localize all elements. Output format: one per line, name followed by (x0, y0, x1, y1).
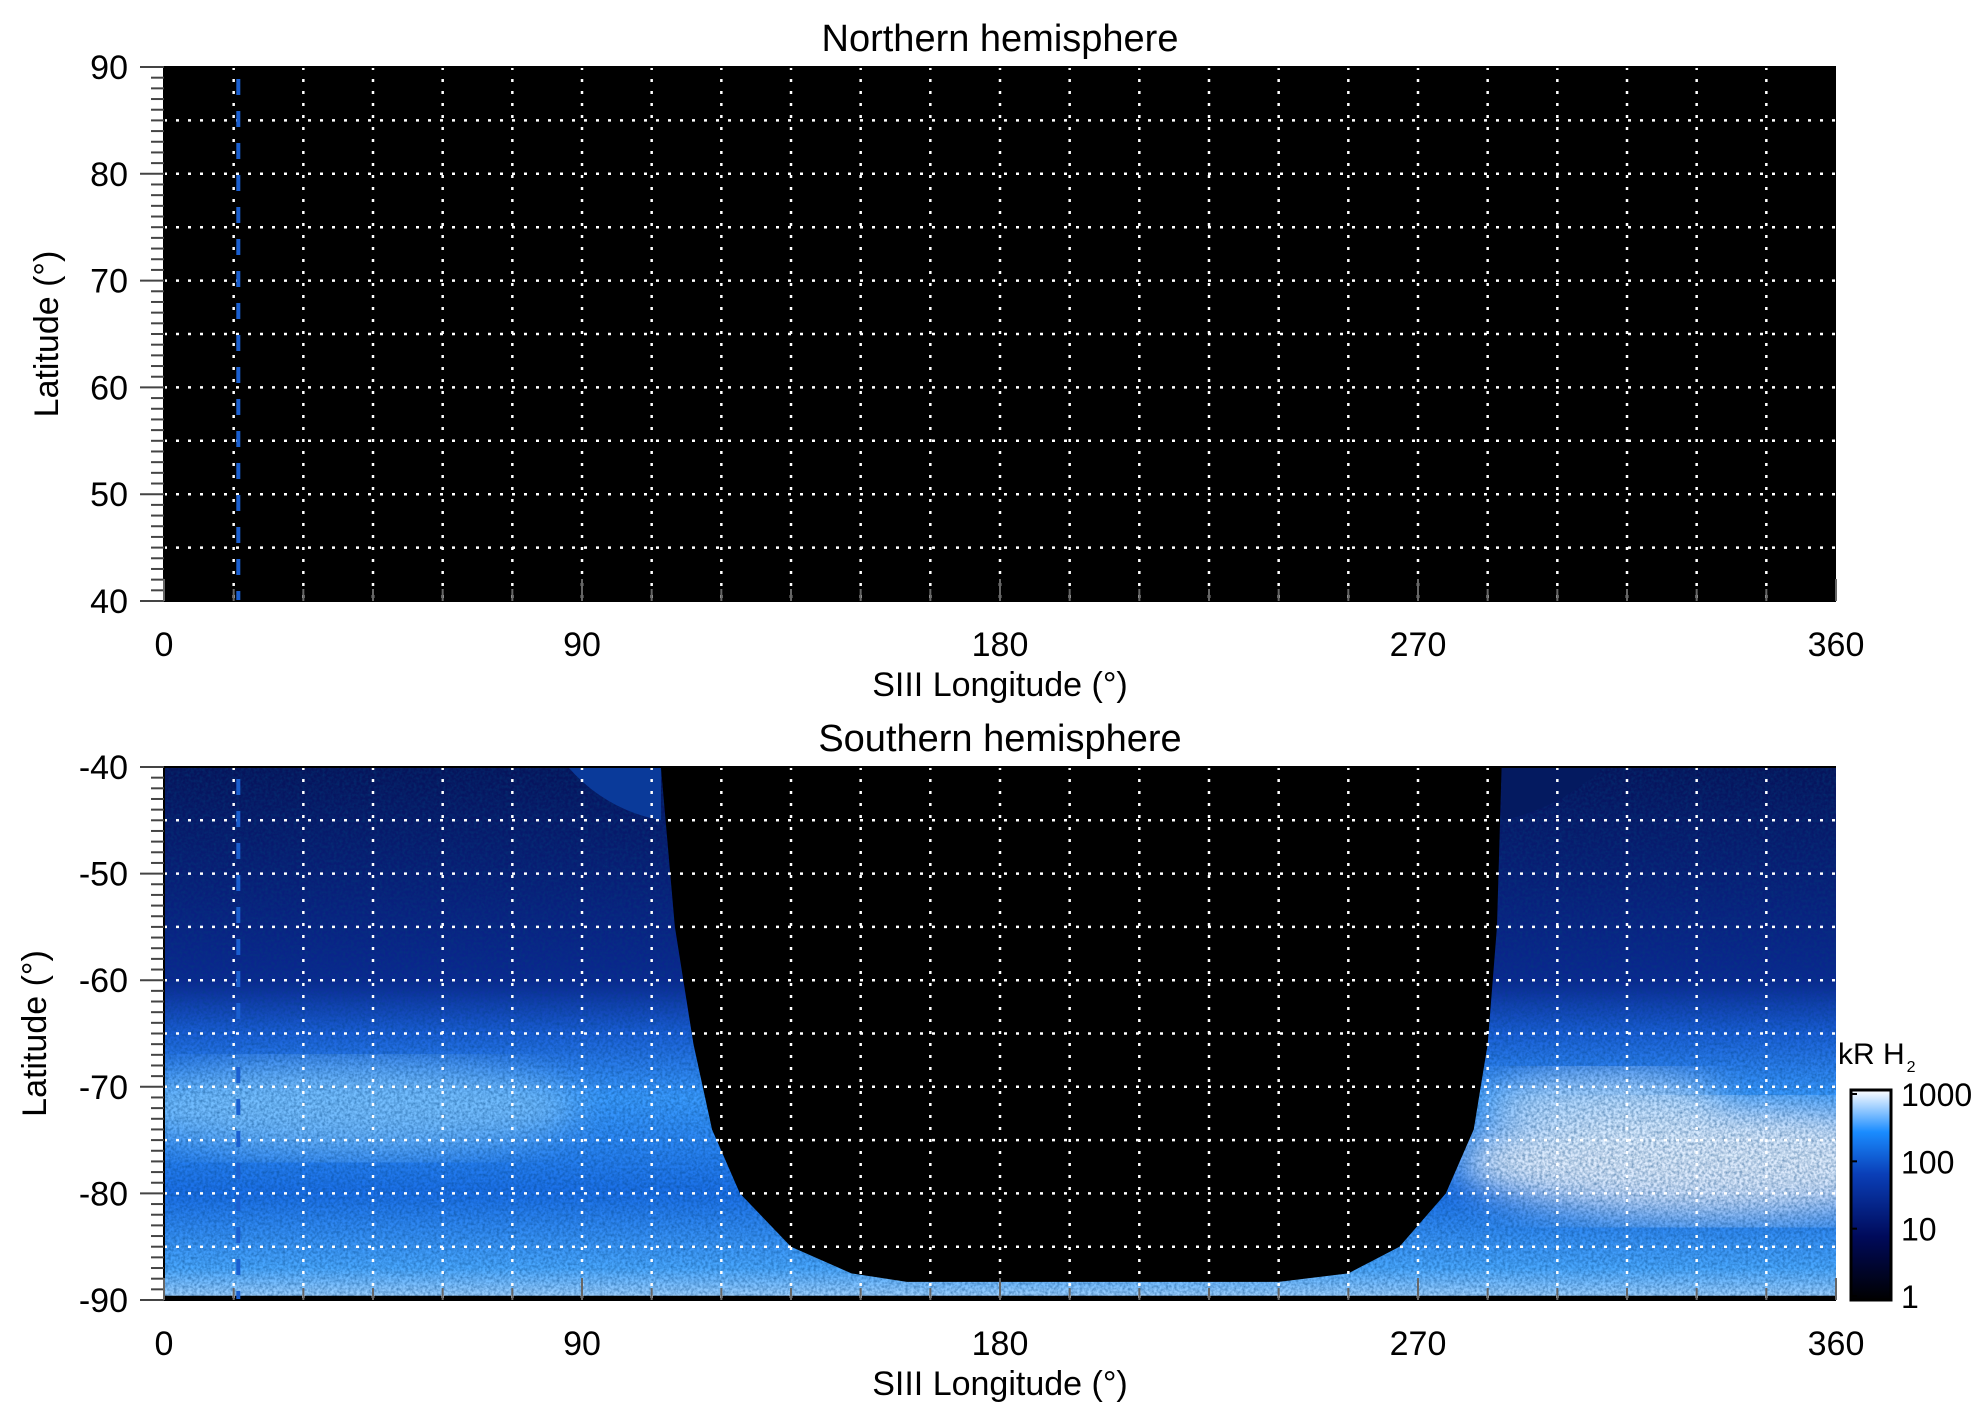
y-tick-label: -40 (79, 749, 128, 787)
colorbar-label: kR H (1838, 1038, 1905, 1071)
y-tick-label: 70 (90, 263, 128, 301)
x-tick-label: 270 (1390, 1325, 1447, 1363)
y-tick-label: -60 (79, 962, 128, 1000)
y-tick-label: -50 (79, 856, 128, 894)
x-tick-label: 0 (155, 1325, 174, 1363)
y-tick-label: 40 (90, 583, 128, 621)
colorbar-tick-label: 100 (1901, 1144, 1954, 1180)
colorbar-tick-label: 1000 (1901, 1077, 1972, 1113)
panel-north: 90 80 70 60 50 40 0 90 180 270 360 Northern hemisph… (28, 18, 1864, 704)
x-tick-label: 90 (563, 1325, 601, 1363)
y-tick-label: 50 (90, 476, 128, 514)
colorbar-tick-label: 1 (1901, 1279, 1919, 1315)
y-axis-label: Latitude (°) (28, 251, 66, 418)
limb-arc-left (568, 767, 661, 821)
colorbar-tick-label: 10 (1901, 1212, 1937, 1248)
x-axis-label: SIII Longitude (°) (872, 1365, 1128, 1403)
no-data-region (660, 767, 1502, 1282)
y-tick-label: -80 (79, 1175, 128, 1213)
colorbar-gradient (1849, 1088, 1893, 1302)
x-tick-label: 0 (155, 626, 174, 664)
limb-arc-right (1501, 767, 1604, 821)
x-tick-label: 270 (1390, 626, 1447, 664)
x-tick-label: 360 (1808, 1325, 1865, 1363)
y-tick-label: 90 (90, 49, 128, 87)
panel-title: Northern hemisphere (822, 18, 1179, 60)
panel-title: Southern hemisphere (818, 718, 1181, 760)
y-tick-label: 80 (90, 156, 128, 194)
x-tick-label: 90 (563, 626, 601, 664)
x-axis-label: SIII Longitude (°) (872, 666, 1128, 704)
x-tick-label: 180 (972, 1325, 1029, 1363)
y-axis-label: Latitude (°) (16, 950, 54, 1117)
x-tick-label: 360 (1808, 626, 1865, 664)
x-tick-label: 180 (972, 626, 1029, 664)
y-tick-label: 60 (90, 369, 128, 407)
y-tick-label: -70 (79, 1069, 128, 1107)
y-tick-label: -90 (79, 1282, 128, 1320)
colorbar-label-subscript: 2 (1907, 1059, 1916, 1076)
panel-south: -40 -50 -60 -70 -80 -90 0 90 180 270 360 Southern h… (16, 718, 1972, 1403)
